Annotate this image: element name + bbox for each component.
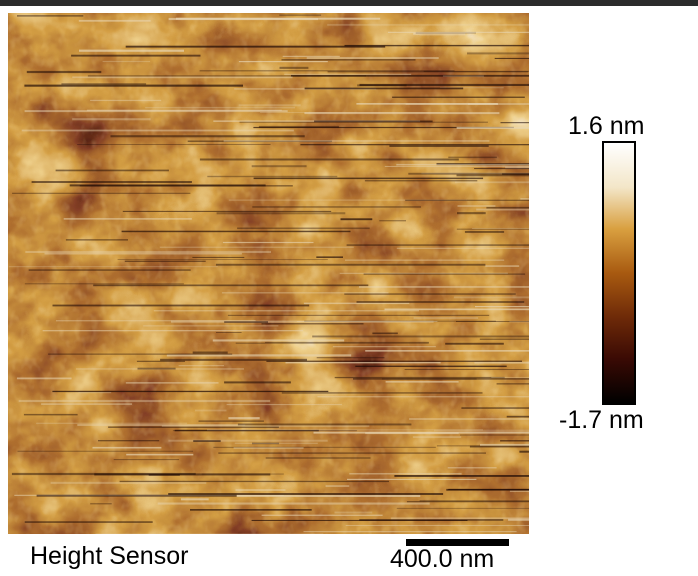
color-scale-bar — [602, 141, 636, 405]
scale-bar — [406, 539, 509, 546]
afm-height-map — [8, 13, 529, 534]
colorbar-max-label: 1.6 nm — [568, 112, 645, 140]
top-border — [0, 0, 698, 6]
colorbar-min-label: -1.7 nm — [559, 406, 644, 434]
scale-bar-label: 400.0 nm — [390, 545, 495, 573]
channel-label: Height Sensor — [30, 542, 189, 570]
